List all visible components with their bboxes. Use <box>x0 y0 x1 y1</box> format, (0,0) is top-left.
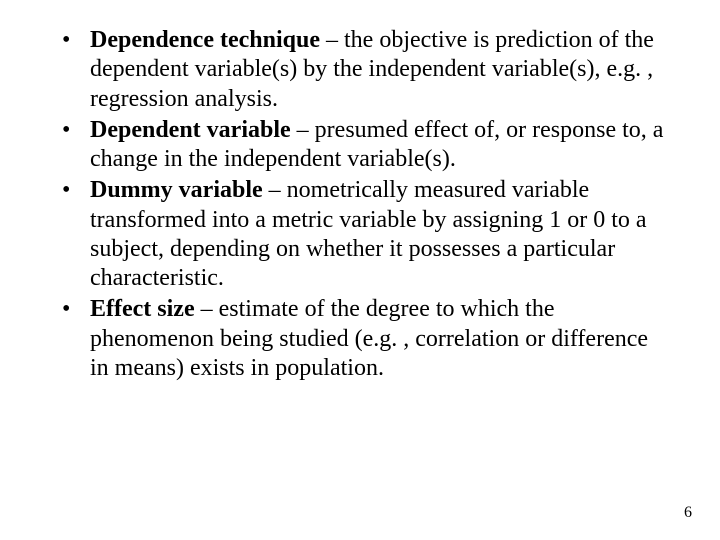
list-item: Dependence technique – the objective is … <box>86 26 668 114</box>
bullet-list: Dependence technique – the objective is … <box>52 26 668 383</box>
list-item: Dummy variable – nometrically measured v… <box>86 176 668 293</box>
term-label: Dependence technique <box>90 27 320 53</box>
list-item: Effect size – estimate of the degree to … <box>86 295 668 383</box>
page-number: 6 <box>684 504 692 522</box>
term-label: Effect size <box>90 296 195 322</box>
term-label: Dummy variable <box>90 177 263 203</box>
term-label: Dependent variable <box>90 117 291 143</box>
list-item: Dependent variable – presumed effect of,… <box>86 116 668 175</box>
slide: Dependence technique – the objective is … <box>0 0 720 540</box>
